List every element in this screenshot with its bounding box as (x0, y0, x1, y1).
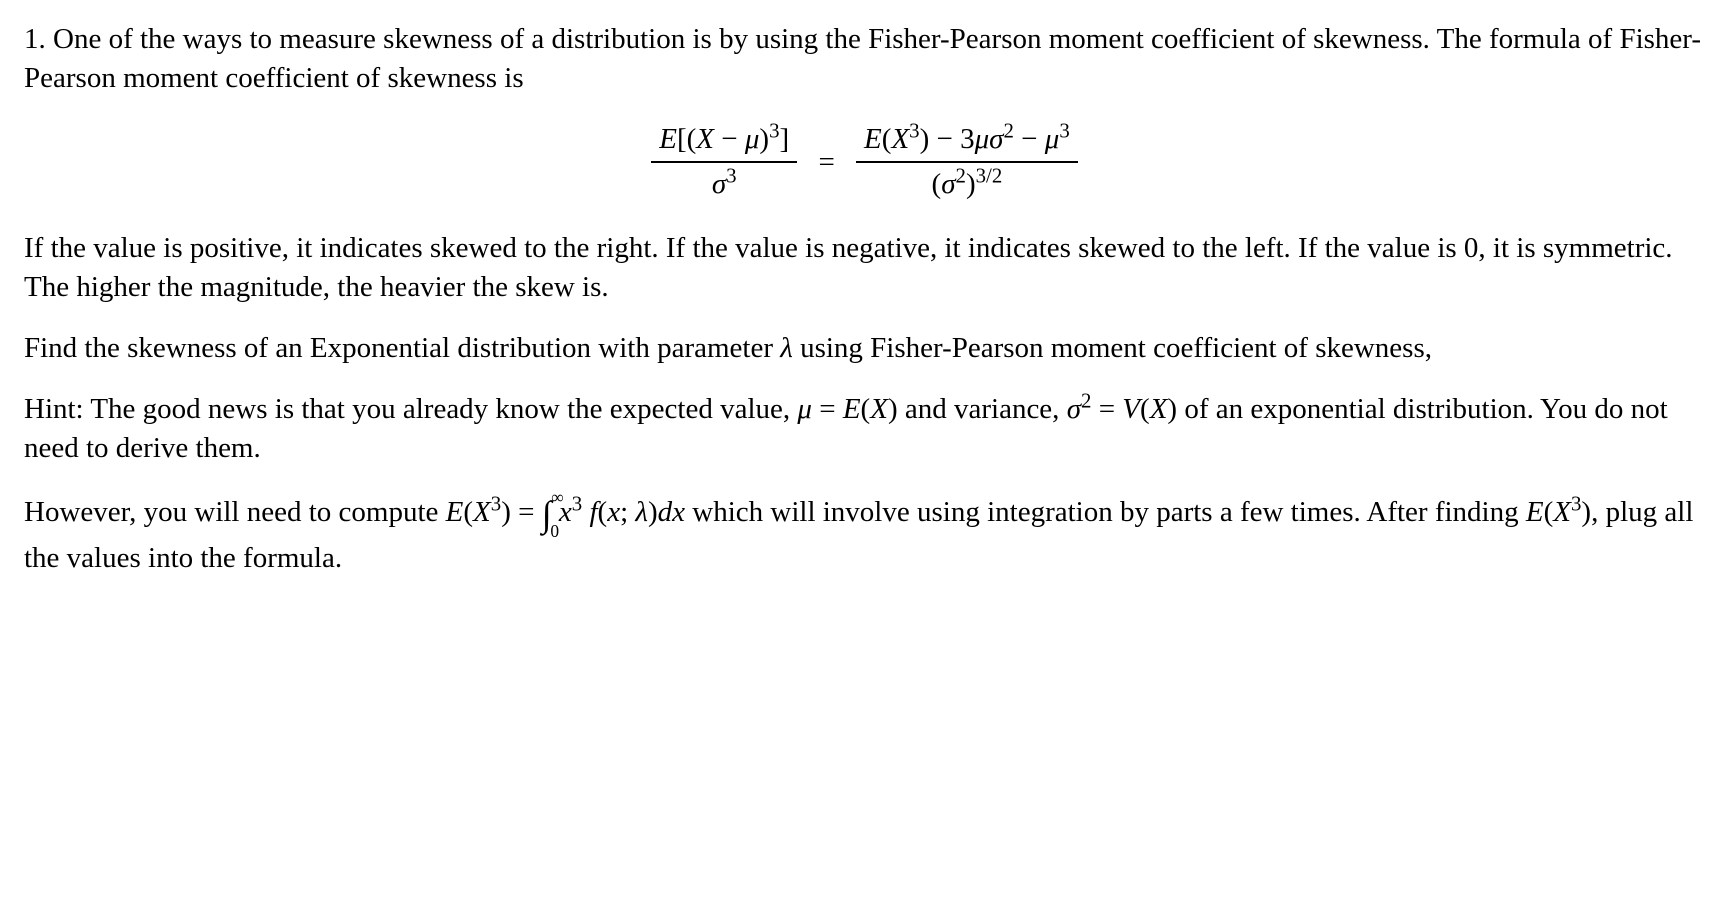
text: d (658, 496, 673, 528)
text: X (870, 393, 888, 425)
text: E (1526, 496, 1544, 528)
paragraph-5: However, you will need to compute E(X3) … (24, 490, 1705, 578)
integral-symbol: ∫0∞ (542, 490, 552, 539)
text: = (1091, 393, 1122, 425)
mu-symbol: μ (797, 393, 812, 425)
formula-text: − (1014, 123, 1045, 155)
text: ) (648, 496, 658, 528)
formula-text: 3/2 (976, 164, 1003, 188)
formula-text: 2 (1003, 119, 1013, 143)
text: Hint: The good news is that you already … (24, 393, 797, 425)
formula-text: μ (745, 123, 760, 155)
formula-text: X (696, 123, 714, 155)
formula-text: 2 (956, 164, 966, 188)
text: X (1553, 496, 1571, 528)
paragraph-1: 1. One of the ways to measure skewness o… (24, 20, 1705, 98)
text: x (607, 496, 620, 528)
text: 3 (572, 492, 582, 516)
text: = (812, 393, 843, 425)
text: ∞ (551, 486, 563, 509)
text: Find the skewness of an Exponential dist… (24, 332, 780, 364)
formula-text: E (864, 123, 882, 155)
formula-text: ) − 3 (920, 123, 975, 155)
paragraph-3: Find the skewness of an Exponential dist… (24, 329, 1705, 368)
text: ) (888, 393, 898, 425)
text: V (1122, 393, 1140, 425)
text: f (589, 496, 597, 528)
text: ( (1140, 393, 1150, 425)
text: using Fisher-Pearson moment coefficient … (793, 332, 1432, 364)
formula-text: μ (1045, 123, 1060, 155)
text: X (473, 496, 491, 528)
formula-text: X (891, 123, 909, 155)
text: ) (501, 496, 511, 528)
text: ( (598, 496, 608, 528)
text: X (1150, 393, 1168, 425)
formula-text: ( (932, 168, 942, 200)
paragraph-2: If the value is positive, it indicates s… (24, 229, 1705, 307)
text: However, you will need to compute (24, 496, 446, 528)
text: λ (635, 496, 648, 528)
formula-text: − (714, 123, 745, 155)
text: E (446, 496, 464, 528)
formula-text: 3 (909, 119, 919, 143)
formula-text: 3 (769, 119, 779, 143)
formula-text: ( (882, 123, 892, 155)
formula-text: 3 (726, 164, 736, 188)
text: ( (1544, 496, 1554, 528)
skewness-formula: E[(X − μ)3] σ3 = E(X3) − 3μσ2 − μ3 (σ2)3… (24, 120, 1705, 204)
formula-text: ] (780, 123, 790, 155)
text: ) (1581, 496, 1591, 528)
lambda-symbol: λ (780, 332, 793, 364)
formula-text: μσ (975, 123, 1004, 155)
text: 0 (550, 520, 559, 543)
text: ( (463, 496, 473, 528)
formula-text: ) (966, 168, 976, 200)
text: 3 (491, 492, 501, 516)
text: 2 (1081, 388, 1091, 412)
formula-text: ) (759, 123, 769, 155)
text: E (843, 393, 861, 425)
formula-text: = (818, 143, 834, 182)
formula-text: σ (941, 168, 955, 200)
text: ) (1167, 393, 1177, 425)
formula-text: σ (712, 168, 726, 200)
text: 3 (1571, 492, 1581, 516)
formula-text: E (659, 123, 677, 155)
text: = (511, 496, 542, 528)
text: ; (620, 496, 635, 528)
paragraph-4-hint: Hint: The good news is that you already … (24, 390, 1705, 468)
formula-text: 3 (1059, 119, 1069, 143)
text: x (672, 496, 685, 528)
formula-text: [( (677, 123, 696, 155)
sigma-symbol: σ (1067, 393, 1081, 425)
text: which will involve using integration by … (685, 496, 1526, 528)
text: ( (861, 393, 871, 425)
text: and variance, (898, 393, 1067, 425)
